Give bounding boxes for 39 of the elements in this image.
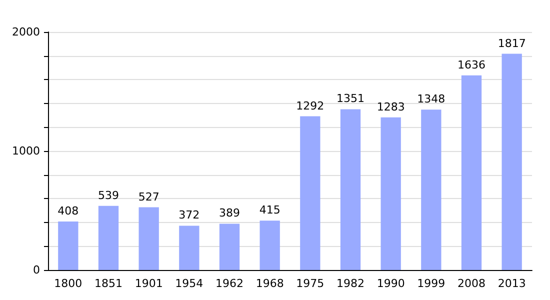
- data-label: 408: [58, 204, 79, 218]
- x-tick-label: 1800: [54, 277, 82, 290]
- data-label: 1292: [296, 99, 324, 112]
- data-label: 1817: [498, 36, 526, 50]
- data-label: 415: [259, 204, 280, 217]
- bar: [502, 54, 522, 270]
- bar: [138, 207, 159, 270]
- bar: [98, 206, 119, 270]
- y-tick-label: 2000: [12, 26, 40, 38]
- bar: [260, 220, 280, 270]
- data-label: 1351: [336, 92, 364, 106]
- y-tick-label: 0: [33, 264, 40, 276]
- x-tick-label: 1990: [376, 277, 405, 290]
- x-tick-label: 1975: [296, 277, 324, 290]
- x-tick-label: 2013: [498, 277, 526, 290]
- bar: [58, 221, 78, 270]
- bar: [421, 110, 442, 270]
- bar: [461, 75, 482, 270]
- data-label: 1636: [458, 58, 486, 72]
- bar: [300, 116, 320, 270]
- data-label: 1283: [376, 100, 405, 114]
- data-label: 527: [138, 190, 160, 204]
- data-label: 539: [98, 188, 119, 202]
- x-tick-label: 1901: [134, 277, 163, 290]
- x-tick-label: 1982: [336, 277, 364, 290]
- y-tick-label: 1000: [12, 144, 40, 158]
- x-tick-label: 1968: [256, 277, 284, 290]
- bar: [179, 226, 200, 270]
- x-tick-label: 1954: [175, 277, 204, 290]
- x-tick-label: 1962: [216, 277, 244, 290]
- bar: [219, 224, 240, 270]
- x-tick-label: 1999: [417, 277, 446, 290]
- x-tick-label: 2008: [458, 277, 486, 290]
- x-tick-label: 1851: [94, 277, 122, 290]
- bar: [340, 109, 361, 270]
- data-label: 1348: [417, 92, 446, 106]
- data-label: 389: [219, 206, 240, 220]
- data-label: 372: [178, 208, 200, 222]
- bar: [380, 117, 401, 270]
